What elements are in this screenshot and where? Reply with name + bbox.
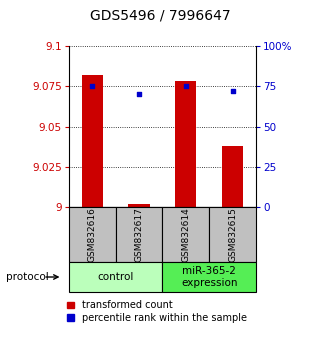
Point <box>136 91 141 97</box>
Text: GSM832615: GSM832615 <box>228 207 237 262</box>
Bar <box>128 204 149 207</box>
Point <box>90 84 95 89</box>
Text: control: control <box>97 272 134 282</box>
Text: protocol: protocol <box>6 272 49 282</box>
Text: GSM832616: GSM832616 <box>88 207 97 262</box>
Bar <box>222 146 243 207</box>
Point <box>183 84 188 89</box>
Point <box>230 88 235 94</box>
Bar <box>175 81 196 207</box>
Text: GSM832614: GSM832614 <box>181 207 190 262</box>
Text: miR-365-2
expression: miR-365-2 expression <box>181 266 237 288</box>
Text: GDS5496 / 7996647: GDS5496 / 7996647 <box>90 9 230 23</box>
Legend: transformed count, percentile rank within the sample: transformed count, percentile rank withi… <box>67 301 247 323</box>
Text: GSM832617: GSM832617 <box>134 207 143 262</box>
Bar <box>82 75 103 207</box>
